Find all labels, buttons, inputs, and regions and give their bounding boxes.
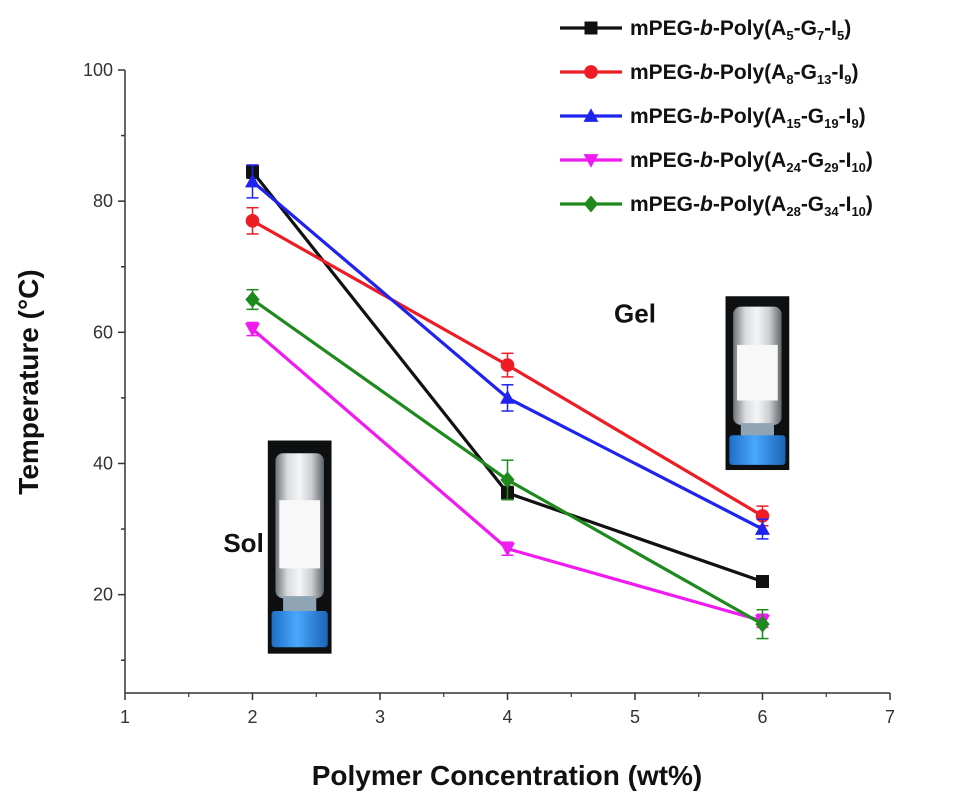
legend-marker [583,195,599,213]
data-point [245,173,260,188]
data-point [245,291,260,308]
legend: mPEG-b-Poly(A5-G7-I5) mPEG-b-Poly(A8-G13-… [560,17,873,219]
gel-vial-photo [725,296,790,471]
x-tick-label: 6 [757,707,767,727]
x-tick-label: 4 [502,707,512,727]
legend-label: mPEG-b-Poly(A24-G29-I10) [630,149,873,175]
legend-marker [583,154,599,168]
legend-label: mPEG-b-Poly(A28-G34-I10) [630,193,873,219]
data-point [245,214,260,228]
y-tick-label: 80 [93,191,113,211]
x-tick-label: 5 [630,707,640,727]
legend-marker [584,21,598,35]
vial-neck [283,596,317,614]
legend-marker [584,65,598,79]
legend-entry-1: mPEG-b-Poly(A5-G7-I5) [560,17,851,43]
vial-neck [740,423,774,438]
legend-label: mPEG-b-Poly(A15-G19-I9) [630,105,866,131]
sol-vial-photo [267,440,332,654]
y-tick-label: 100 [83,60,113,80]
vial-label [279,500,321,569]
axes: 1 2 3 4 5 6 7 20 40 60 80 100 [83,60,895,727]
data-point [245,323,260,337]
data-point [756,575,769,589]
legend-label: mPEG-b-Poly(A5-G7-I5) [630,17,851,43]
legend-entry-3: mPEG-b-Poly(A15-G19-I9) [560,105,866,131]
data-point [500,471,515,489]
vial-cap [271,611,328,648]
vial-label [737,344,778,401]
y-axis-title: Temperature (°C) [13,269,44,494]
legend-entry-2: mPEG-b-Poly(A8-G13-I9) [560,61,858,87]
data-point [500,358,515,372]
y-tick-label: 20 [93,585,113,605]
annotation-gel: Gel [614,298,656,328]
x-tick-label: 2 [247,707,257,727]
x-tick-label: 3 [375,707,385,727]
y-tick-label: 40 [93,453,113,473]
data-point [755,521,770,535]
y-tick-label: 60 [93,322,113,342]
annotations: Sol Gel [223,298,656,558]
legend-entry-5: mPEG-b-Poly(A28-G34-I10) [560,193,873,219]
data-point [755,615,770,633]
vial-cap [729,435,786,465]
data-point [500,390,515,404]
legend-entry-4: mPEG-b-Poly(A24-G29-I10) [560,149,873,175]
x-tick-label: 7 [885,707,895,727]
legend-marker [583,108,599,122]
x-axis-title: Polymer Concentration (wt%) [312,760,702,791]
x-tick-label: 1 [120,707,130,727]
vial-photos [267,296,790,654]
annotation-sol: Sol [223,528,263,558]
series [245,164,770,640]
data-point [500,542,515,557]
series-5 [245,288,770,640]
legend-label: mPEG-b-Poly(A8-G13-I9) [630,61,858,87]
series-3 [245,164,770,540]
